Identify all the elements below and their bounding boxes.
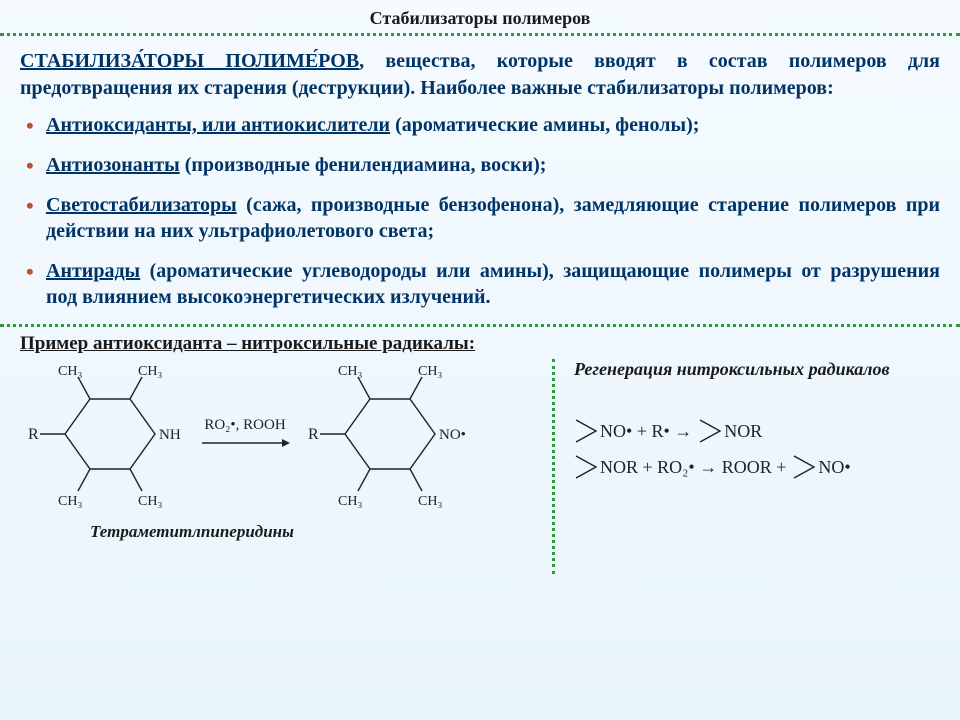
bullet-list: Антиоксиданты, или антиокислители (арома… xyxy=(0,108,960,310)
svg-text:R: R xyxy=(308,426,319,443)
angle-bracket-icon xyxy=(698,416,724,446)
svg-text:CH₃: CH₃ xyxy=(418,364,442,379)
r-label: R xyxy=(28,426,39,443)
reaction-arrow: RO₂•, ROOH xyxy=(200,417,290,457)
intro-text: СТАБИЛИЗА́ТОРЫ ПОЛИМЕ́РОВ, вещества, кот… xyxy=(20,48,940,102)
bottom-row: R CH₃ CH₃ CH₃ CH₃ NH RO₂•, ROOH xyxy=(0,359,960,542)
vertical-divider xyxy=(552,359,555,574)
bullet-term: Антирады xyxy=(46,260,140,282)
svg-text:CH₃: CH₃ xyxy=(58,364,82,379)
list-item: Антиозонанты (производные фенилендиамина… xyxy=(20,152,940,178)
example-label: Пример антиоксиданта – нитроксильные рад… xyxy=(0,327,960,359)
equation-row-2: NOR + RO₂• → ROOR + NO• xyxy=(574,452,950,482)
svg-text:CH₃: CH₃ xyxy=(58,494,82,509)
list-item: Антиоксиданты, или антиокислители (арома… xyxy=(20,112,940,138)
bullet-rest: (производные фенилендиамина, воски); xyxy=(180,154,547,176)
regeneration-label: Регенерация нитроксильных радикалов xyxy=(574,359,950,380)
bullet-term: Антиозонанты xyxy=(46,154,180,176)
svg-text:NO•: NO• xyxy=(439,427,466,443)
tetra-label: Тетраметитлпиперидины xyxy=(20,522,560,542)
list-item: Антирады (ароматические углеводороды или… xyxy=(20,258,940,310)
svg-text:CH₃: CH₃ xyxy=(138,494,162,509)
angle-bracket-icon xyxy=(792,452,818,482)
eq2-a: NOR + RO₂• → ROOR + xyxy=(600,457,786,478)
bullet-rest: (ароматические амины, фенолы); xyxy=(390,114,699,136)
eq1-b: NOR xyxy=(724,421,762,442)
svg-text:CH₃: CH₃ xyxy=(138,364,162,379)
svg-text:CH₃: CH₃ xyxy=(338,364,362,379)
reaction-structures: R CH₃ CH₃ CH₃ CH₃ NH RO₂•, ROOH xyxy=(20,359,560,514)
svg-text:CH₃: CH₃ xyxy=(418,494,442,509)
eq1-a: NO• + R• → xyxy=(600,421,692,442)
reaction-scheme: R CH₃ CH₃ CH₃ CH₃ NH RO₂•, ROOH xyxy=(20,359,560,542)
slide-title: Стабилизаторы полимеров xyxy=(370,8,591,29)
angle-bracket-icon xyxy=(574,452,600,482)
molecule-right: R CH₃ CH₃ CH₃ CH₃ NO• xyxy=(300,359,480,514)
svg-text:CH₃: CH₃ xyxy=(338,494,362,509)
intro-block: СТАБИЛИЗА́ТОРЫ ПОЛИМЕ́РОВ, вещества, кот… xyxy=(0,36,960,108)
eq2-b: NO• xyxy=(818,457,850,478)
equation-row-1: NO• + R• → NOR xyxy=(574,416,950,446)
title-wrap: Стабилизаторы полимеров xyxy=(0,0,960,29)
bullet-rest: (ароматические углеводороды или амины), … xyxy=(46,260,940,308)
bullet-term: Светостабилизаторы xyxy=(46,194,237,216)
regeneration-block: Регенерация нитроксильных радикалов NO• … xyxy=(560,359,950,488)
list-item: Светостабилизаторы (сажа, производные бе… xyxy=(20,192,940,244)
reagent-label: RO₂•, ROOH xyxy=(200,417,290,434)
svg-text:NH: NH xyxy=(159,427,181,443)
bullet-term: Антиоксиданты, или антиокислители xyxy=(46,114,390,136)
molecule-left: R CH₃ CH₃ CH₃ CH₃ NH xyxy=(20,359,190,514)
intro-term: СТАБИЛИЗА́ТОРЫ ПОЛИМЕ́РОВ xyxy=(20,50,359,72)
slide: Стабилизаторы полимеров СТАБИЛИЗА́ТОРЫ П… xyxy=(0,0,960,720)
angle-bracket-icon xyxy=(574,416,600,446)
